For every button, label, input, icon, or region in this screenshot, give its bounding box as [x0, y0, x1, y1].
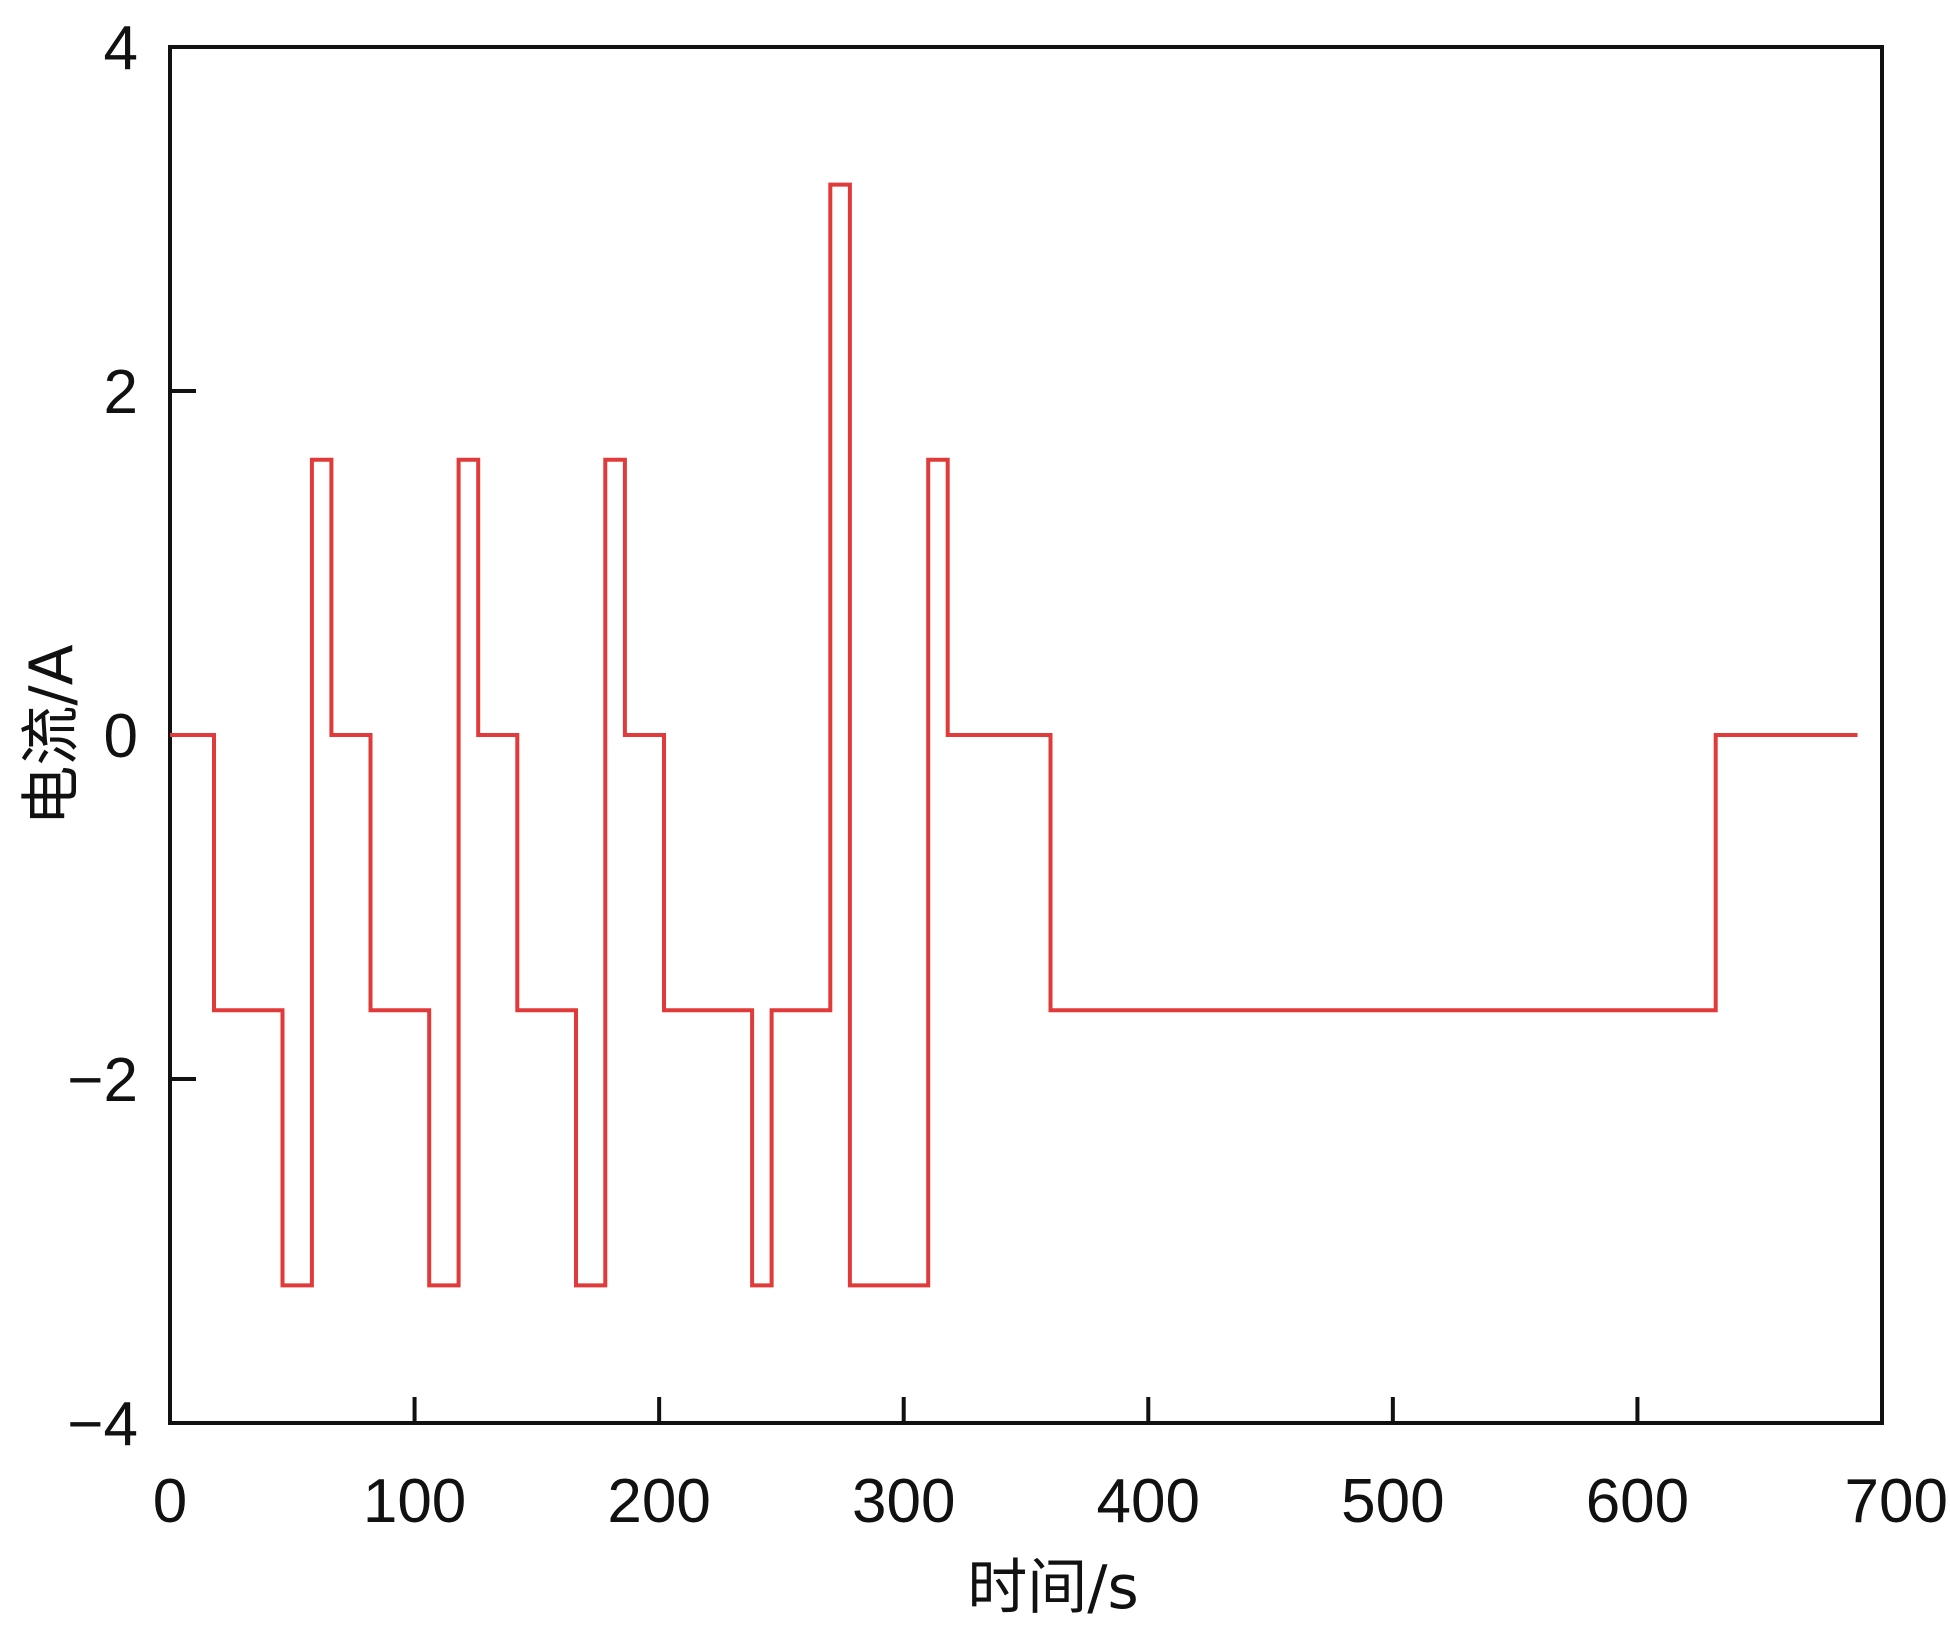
x-tick-label: 300 — [852, 1467, 955, 1536]
y-tick-label: −4 — [67, 1390, 138, 1459]
x-tick-label: 0 — [153, 1467, 187, 1536]
x-tick-label: 600 — [1586, 1467, 1689, 1536]
y-axis-title: 电流/A — [17, 644, 87, 825]
series-layer — [170, 182, 1858, 1288]
x-axis-ticks: 0 100 200 300 400 500 600 700 — [153, 1397, 1948, 1536]
y-axis-ticks: −4 −2 0 2 4 — [67, 14, 196, 1459]
x-axis-title: 时间/s — [967, 1553, 1138, 1623]
y-tick-label: −2 — [67, 1046, 138, 1115]
current-series-line — [170, 182, 1858, 1288]
y-tick-label: 2 — [104, 358, 138, 427]
x-tick-label: 500 — [1341, 1467, 1444, 1536]
y-tick-label: 4 — [104, 14, 138, 83]
x-tick-label: 100 — [363, 1467, 466, 1536]
y-tick-label: 0 — [104, 702, 138, 771]
x-tick-label: 700 — [1845, 1467, 1948, 1536]
x-tick-label: 200 — [607, 1467, 710, 1536]
x-tick-label: 400 — [1097, 1467, 1200, 1536]
